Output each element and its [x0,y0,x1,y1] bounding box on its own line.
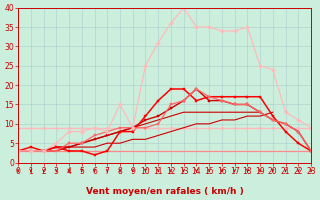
X-axis label: Vent moyen/en rafales ( km/h ): Vent moyen/en rafales ( km/h ) [86,187,244,196]
